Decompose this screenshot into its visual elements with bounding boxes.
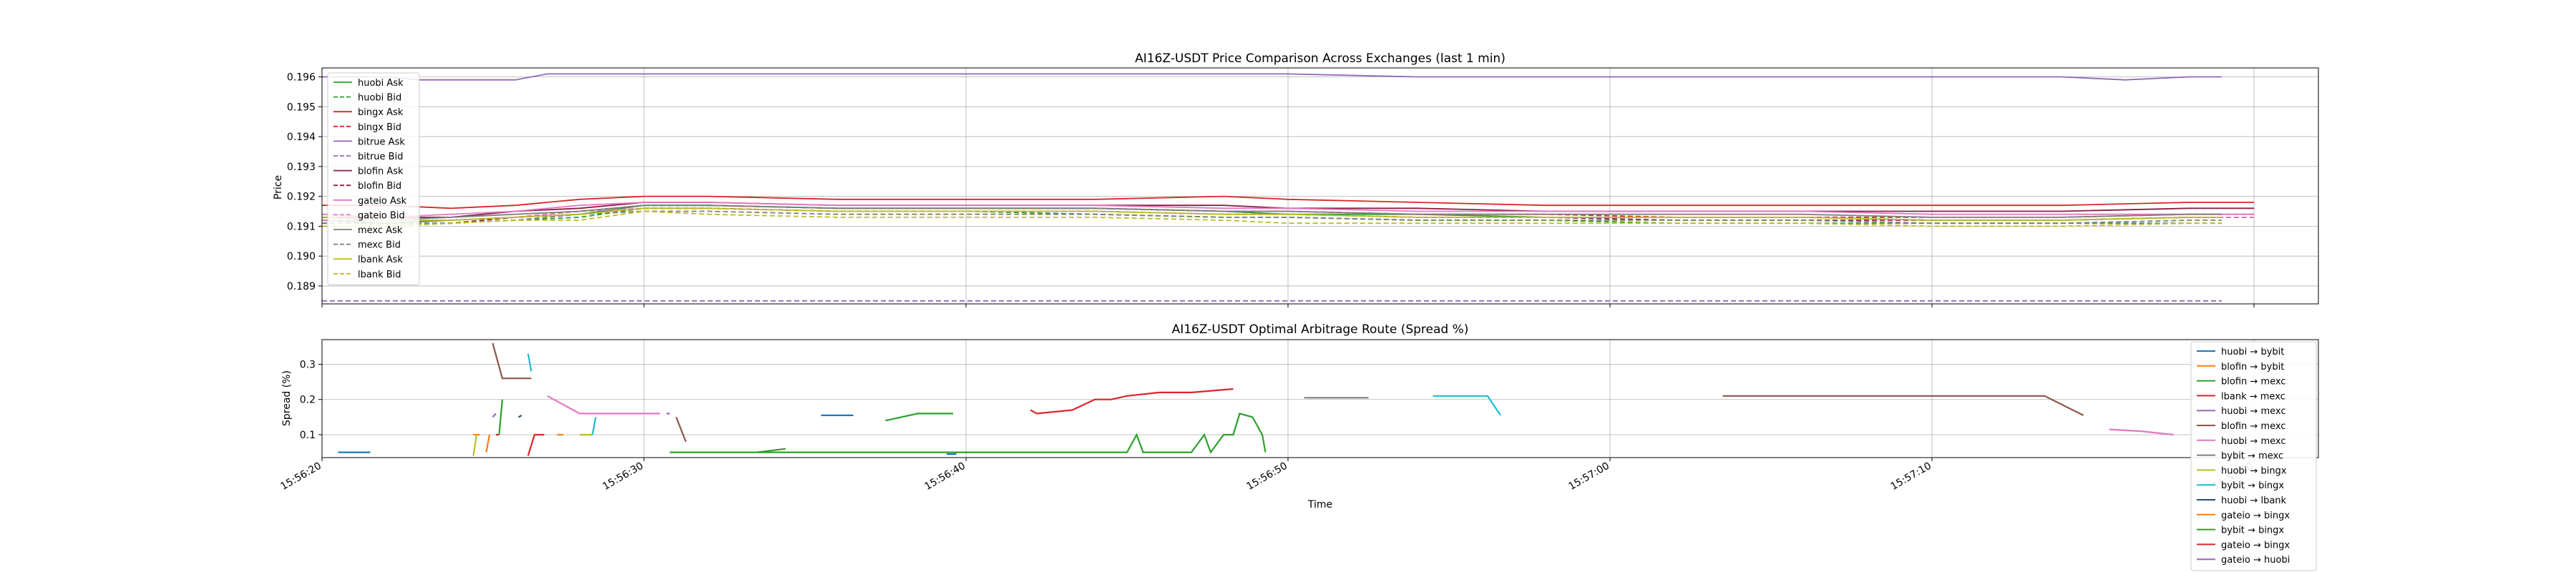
price-legend-box [327, 72, 420, 285]
spread-chart-legend: huobi → bybit blofin → bybit blofin → mexc… [2190, 341, 2317, 571]
route-line-lbank-to-mexc [527, 433, 545, 456]
price-chart-lines [321, 73, 2254, 302]
route-line-bybit-to-bingx [498, 399, 504, 435]
legend-label-huobi-to-bingx: huobi → bingx [2221, 465, 2287, 476]
legend-label-huobi-bid: huobi Bid [358, 93, 401, 104]
legend-label-bingx-ask: bingx Ask [358, 107, 404, 118]
legend-label-huobi-to-mexc: huobi → mexc [2221, 406, 2286, 417]
legend-label-blofin-to-bybit: blofin → bybit [2221, 362, 2284, 373]
spread-chart-xlabel: Time [1307, 499, 1332, 511]
spread-chart-frame [321, 339, 2319, 458]
legend-label-huobi-ask: huobi Ask [358, 78, 404, 89]
legend-label-huobi-to-bybit: huobi → bybit [2221, 347, 2284, 358]
legend-label-lbank-bid: lbank Bid [358, 270, 401, 280]
route-line-huobi-to-lbank [517, 414, 522, 418]
price-chart-y-ticks: 0.189 0.190 0.191 0.192 0.193 0.194 0.195 0.196 [287, 72, 322, 292]
spread-chart-y-ticks: 0.1 0.2 0.3 [300, 359, 322, 441]
legend-label-gateio-to-huobi: gateio → huobi [2221, 555, 2290, 566]
legend-label-blofin-to-mexc: blofin → mexc [2221, 421, 2285, 432]
legend-label-blofin-bid: blofin Bid [358, 181, 401, 192]
series-line-gateio-ask [321, 202, 2254, 218]
price-y-tick-label: 0.195 [287, 102, 316, 113]
spread-chart: AI16Z-USDT Optimal Arbitrage Route (Spre… [279, 322, 2319, 571]
legend-label-bitrue-ask: bitrue Ask [358, 137, 405, 147]
spread-legend-box [2190, 341, 2317, 571]
route-line-huobi-to-bingx [472, 434, 478, 456]
route-line-bybit-to-bingx [1433, 395, 1501, 416]
spread-chart-lines [338, 342, 2174, 456]
spread-chart-title: AI16Z-USDT Optimal Arbitrage Route (Spre… [1172, 322, 1469, 337]
legend-label-gateio-to-bingx: gateio → bingx [2221, 511, 2290, 521]
legend-label-bingx-bid: bingx Bid [358, 122, 401, 133]
price-y-tick-label: 0.190 [287, 251, 316, 262]
legend-label-blofin-ask: blofin Ask [358, 167, 404, 177]
legend-label-blofin-to-mexc: blofin → mexc [2221, 377, 2285, 388]
legend-label-bitrue-bid: bitrue Bid [358, 152, 403, 162]
price-chart-title: AI16Z-USDT Price Comparison Across Excha… [1135, 51, 1506, 66]
legend-label-mexc-ask: mexc Ask [358, 225, 403, 236]
legend-label-lbank-ask: lbank Ask [358, 255, 403, 265]
legend-label-bybit-to-mexc: bybit → mexc [2221, 451, 2283, 462]
price-y-tick-label: 0.196 [287, 72, 316, 84]
route-line-blofin-to-mexc [1722, 395, 2084, 416]
price-y-tick-label: 0.193 [287, 162, 316, 173]
legend-label-gateio-ask: gateio Ask [358, 196, 407, 207]
route-line-huobi-to-mexc [492, 413, 497, 418]
price-chart: AI16Z-USDT Price Comparison Across Excha… [273, 51, 2319, 307]
series-line-bingx-ask [322, 195, 2254, 209]
spread-y-tick-label: 0.1 [300, 430, 316, 441]
route-line-lbank-to-mexc [1030, 388, 1234, 415]
price-chart-ylabel: Price [273, 175, 284, 199]
spread-y-tick-label: 0.2 [300, 395, 316, 406]
series-line-mexc-ask [321, 204, 2222, 221]
price-y-tick-label: 0.191 [287, 221, 316, 232]
route-line-bybit-to-bingx [591, 417, 597, 435]
legend-label-gateio-to-bingx: gateio → bingx [2221, 540, 2290, 551]
series-line-lbank-ask [321, 207, 2222, 221]
spread-y-tick-label: 0.3 [300, 359, 316, 370]
price-chart-legend: huobi Ask huobi Bid bingx Ask bingx Bid bitr… [327, 72, 420, 285]
series-line-mexc-bid [322, 210, 2222, 225]
spread-chart-ylabel: Spread (%) [281, 370, 293, 426]
route-line-blofin-to-mexc [885, 413, 953, 422]
series-line-lbank-bid [322, 210, 2222, 227]
price-y-tick-label: 0.189 [287, 281, 316, 292]
route-line-gateio-to-bingx [485, 434, 491, 453]
legend-label-huobi-to-lbank: huobi → lbank [2221, 495, 2287, 506]
legend-label-gateio-bid: gateio Bid [358, 210, 405, 221]
series-line-bitrue-ask [322, 73, 2222, 81]
legend-label-bybit-to-bingx: bybit → bingx [2221, 480, 2284, 491]
route-line-blofin-to-mexc [756, 413, 1267, 454]
route-line-blofin-to-mexc [492, 342, 532, 380]
route-line-bybit-to-bingx [527, 353, 532, 372]
legend-label-huobi-to-mexc: huobi → mexc [2221, 436, 2286, 447]
price-y-tick-label: 0.192 [287, 192, 316, 203]
price-y-tick-label: 0.194 [287, 132, 316, 143]
price-chart-x-ticks [321, 304, 2255, 307]
legend-label-bybit-to-bingx: bybit → bingx [2221, 526, 2284, 536]
route-line-blofin-to-mexc [675, 416, 687, 443]
legend-label-lbank-to-mexc: lbank → mexc [2221, 391, 2285, 402]
price-chart-frame [321, 67, 2319, 305]
legend-label-mexc-bid: mexc Bid [358, 240, 401, 251]
route-line-huobi-to-mexc [2109, 428, 2174, 436]
route-line-huobi-to-mexc [547, 395, 660, 415]
